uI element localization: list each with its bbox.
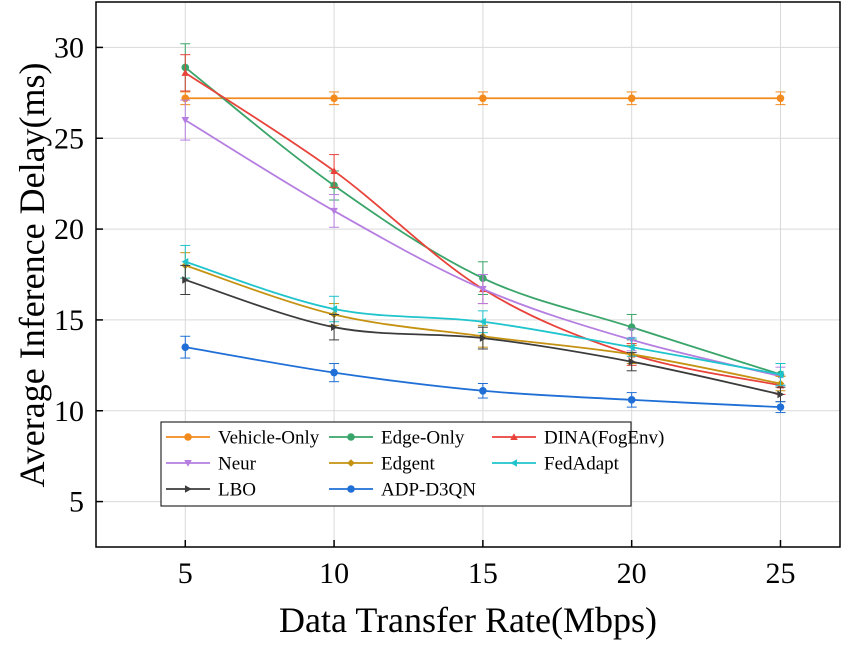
data-point [627,396,636,404]
data-point [181,257,189,266]
axis-ticks: 5 10 15 20 25 5 10 15 20 25 30 [54,31,795,590]
legend-entry: Edgent [329,454,436,475]
legend-label: ADP-D3QN [381,480,476,501]
legend-entry: FedAdapt [492,454,620,475]
y-tick-label: 5 [69,486,84,519]
legend-marker [184,459,192,467]
legend-marker [347,459,355,467]
legend-marker [184,485,192,493]
data-point [479,334,487,342]
data-point [777,390,785,399]
data-point [479,94,487,103]
data-point [479,386,487,395]
data-point [479,317,486,326]
y-tick-label: 30 [54,31,84,64]
legend-marker [347,485,355,493]
legend-entry: LBO [166,480,256,501]
legend-entry: Vehicle-Only [166,428,320,449]
data-point [182,276,190,284]
data-point [330,167,338,174]
legend-marker [510,459,518,467]
data-point [330,207,338,215]
data-point [181,343,190,351]
data-point [628,357,636,366]
series-vehicle-only [180,91,786,106]
legend-marker [347,433,355,441]
legend-box [160,421,632,507]
legend-marker [184,433,192,441]
x-tick-label: 20 [617,557,647,590]
data-point [776,403,785,411]
x-tick-label: 5 [178,557,193,590]
data-point [627,343,635,351]
x-tick-label: 15 [468,557,498,590]
series-lbo [180,264,786,403]
y-tick-label: 25 [54,122,84,155]
series-adp-d3qn [180,335,786,414]
x-tick-label: 25 [765,557,795,590]
legend-marker [510,433,518,441]
data-point [181,69,190,76]
legend-label: FedAdapt [544,454,620,475]
data-point [776,370,784,379]
legend-label: Neur [218,454,257,475]
legend-entry: Edge-Only [329,428,465,449]
data-point [330,94,338,103]
legend: Vehicle-Only Edge-Only DINA(FogEnv) Neur Edg… [160,421,664,507]
data-point [181,117,190,124]
legend-entry: DINA(FogEnv) [492,428,664,449]
legend-label: Edgent [381,454,436,475]
data-point [331,323,338,331]
legend-label: LBO [218,480,256,501]
legend-entry: ADP-D3QN [329,480,476,501]
y-tick-label: 15 [54,304,84,337]
legend-label: Vehicle-Only [218,428,320,449]
x-axis-title: Data Transfer Rate(Mbps) [279,600,657,640]
plot-frame [95,1,841,548]
data-point [776,94,785,103]
data-point [479,285,487,293]
data-point [627,94,636,103]
y-axis-title: Average Inference Delay(ms) [12,62,52,487]
x-tick-label: 10 [319,557,349,590]
legend-label: Edge-Only [381,428,465,449]
series-layer [180,43,786,414]
data-point [330,305,338,313]
legend-label: DINA(FogEnv) [544,428,664,449]
legend-entry: Neur [166,454,257,475]
y-tick-label: 10 [54,395,84,428]
data-point [330,368,338,377]
y-tick-label: 20 [54,213,84,246]
